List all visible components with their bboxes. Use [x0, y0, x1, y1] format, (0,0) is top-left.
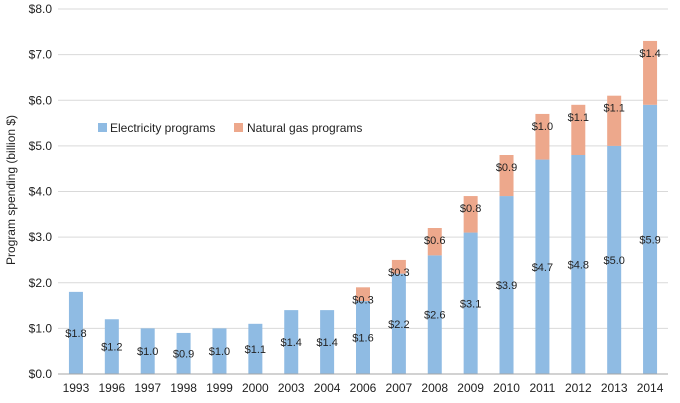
- data-label-electricity: $4.7: [532, 262, 553, 274]
- y-tick-label: $6.0: [29, 93, 53, 107]
- legend-swatch-electricity: [98, 123, 107, 132]
- x-tick-label: 2006: [350, 381, 377, 395]
- bar-electricity: [248, 323, 263, 374]
- bar-electricity: [140, 328, 155, 374]
- y-axis-tick-labels: $0.0 $1.0 $2.0 $3.0 $4.0 $5.0 $6.0 $7.0 $8.0: [29, 2, 53, 381]
- bar-electricity: [643, 104, 658, 374]
- x-tick-label: 2014: [637, 381, 664, 395]
- bar-natural-gas: [356, 287, 370, 301]
- data-label-natural-gas: $0.6: [424, 235, 445, 247]
- data-label-natural-gas: $0.9: [496, 162, 517, 174]
- y-tick-label: $7.0: [29, 48, 53, 62]
- bar-electricity: [463, 232, 478, 374]
- data-label-natural-gas: $1.0: [532, 121, 553, 133]
- x-tick-label: 2007: [386, 381, 413, 395]
- bar-electricity: [427, 255, 442, 374]
- x-tick-label: 2009: [457, 381, 484, 395]
- legend-label-natural-gas: Natural gas programs: [247, 121, 362, 135]
- bars: [68, 40, 658, 374]
- x-tick-label: 2000: [242, 381, 269, 395]
- bar-electricity: [320, 310, 335, 374]
- data-label-electricity: $3.9: [496, 280, 517, 292]
- data-label-electricity: $1.1: [245, 344, 266, 356]
- bar-natural-gas: [499, 155, 514, 197]
- bar-electricity: [571, 155, 586, 374]
- legend-swatch-natural-gas: [234, 123, 243, 132]
- x-axis-tick-labels: 1993 1996 1997 1998 1999 2000 2003 2004 2006 2007…: [63, 381, 664, 395]
- data-label-electricity: $5.0: [603, 255, 624, 267]
- data-label-electricity: $1.8: [65, 328, 86, 340]
- x-tick-label: 2008: [421, 381, 448, 395]
- x-tick-label: 1998: [170, 381, 197, 395]
- bar-electricity: [535, 159, 550, 374]
- bar-natural-gas: [463, 196, 478, 233]
- bar-electricity: [284, 310, 299, 374]
- x-tick-label: 2003: [278, 381, 305, 395]
- x-tick-label: 1996: [98, 381, 125, 395]
- bar-data-labels: $1.8 $1.2 $1.0 $0.9 $1.0 $1.1 $1.4 $1.4 $1.6 $0.3…: [65, 48, 661, 361]
- x-tick-label: 1993: [63, 381, 90, 395]
- bar-electricity: [104, 319, 119, 374]
- x-tick-label: 1997: [134, 381, 161, 395]
- data-label-electricity: $1.4: [316, 337, 337, 349]
- data-label-natural-gas: $0.3: [388, 267, 409, 279]
- data-label-electricity: $1.0: [209, 346, 230, 358]
- x-tick-label: 2011: [530, 381, 556, 395]
- bar-electricity: [356, 301, 370, 374]
- bar-electricity: [212, 328, 227, 374]
- data-label-electricity: $3.1: [460, 298, 481, 310]
- legend-label-electricity: Electricity programs: [110, 121, 215, 135]
- gridlines: [58, 8, 668, 329]
- y-tick-label: $5.0: [29, 139, 53, 153]
- data-label-electricity: $1.4: [281, 337, 302, 349]
- data-label-natural-gas: $0.8: [460, 203, 481, 215]
- data-label-electricity: $4.8: [568, 260, 589, 272]
- x-tick-label: 2013: [601, 381, 628, 395]
- bar-natural-gas: [535, 113, 550, 160]
- bar-natural-gas: [427, 228, 442, 256]
- bar-electricity: [499, 196, 514, 374]
- x-tick-label: 2012: [565, 381, 592, 395]
- y-tick-label: $0.0: [29, 367, 53, 381]
- bar-electricity: [607, 145, 622, 374]
- y-tick-label: $3.0: [29, 230, 53, 244]
- bar-natural-gas: [607, 95, 622, 146]
- data-label-natural-gas: $1.4: [639, 48, 660, 60]
- y-tick-label: $2.0: [29, 276, 53, 290]
- data-label-electricity: $0.9: [173, 348, 194, 360]
- bar-natural-gas: [643, 40, 658, 105]
- y-tick-label: $1.0: [29, 321, 53, 335]
- x-tick-label: 2010: [493, 381, 520, 395]
- legend: Electricity programs Natural gas program…: [98, 121, 362, 135]
- bar-natural-gas: [391, 259, 406, 274]
- data-label-natural-gas: $1.1: [603, 103, 624, 115]
- data-label-natural-gas: $1.1: [568, 112, 589, 124]
- bar-electricity: [176, 332, 191, 374]
- data-label-electricity: $2.2: [388, 319, 409, 331]
- x-tick-label: 1999: [206, 381, 233, 395]
- y-tick-label: $8.0: [29, 2, 53, 16]
- y-axis-title: Program spending (billion $): [4, 115, 18, 265]
- data-label-electricity: $1.0: [137, 346, 158, 358]
- y-tick-label: $4.0: [29, 185, 53, 199]
- x-tick-label: 2004: [314, 381, 341, 395]
- bar-electricity: [391, 273, 406, 374]
- data-label-electricity: $1.2: [101, 342, 122, 354]
- data-label-electricity: $1.6: [352, 333, 373, 345]
- data-label-natural-gas: $0.3: [352, 294, 373, 306]
- data-label-electricity: $2.6: [424, 310, 445, 322]
- data-label-electricity: $5.9: [639, 234, 660, 246]
- bar-natural-gas: [571, 104, 586, 155]
- bar-electricity: [68, 291, 83, 374]
